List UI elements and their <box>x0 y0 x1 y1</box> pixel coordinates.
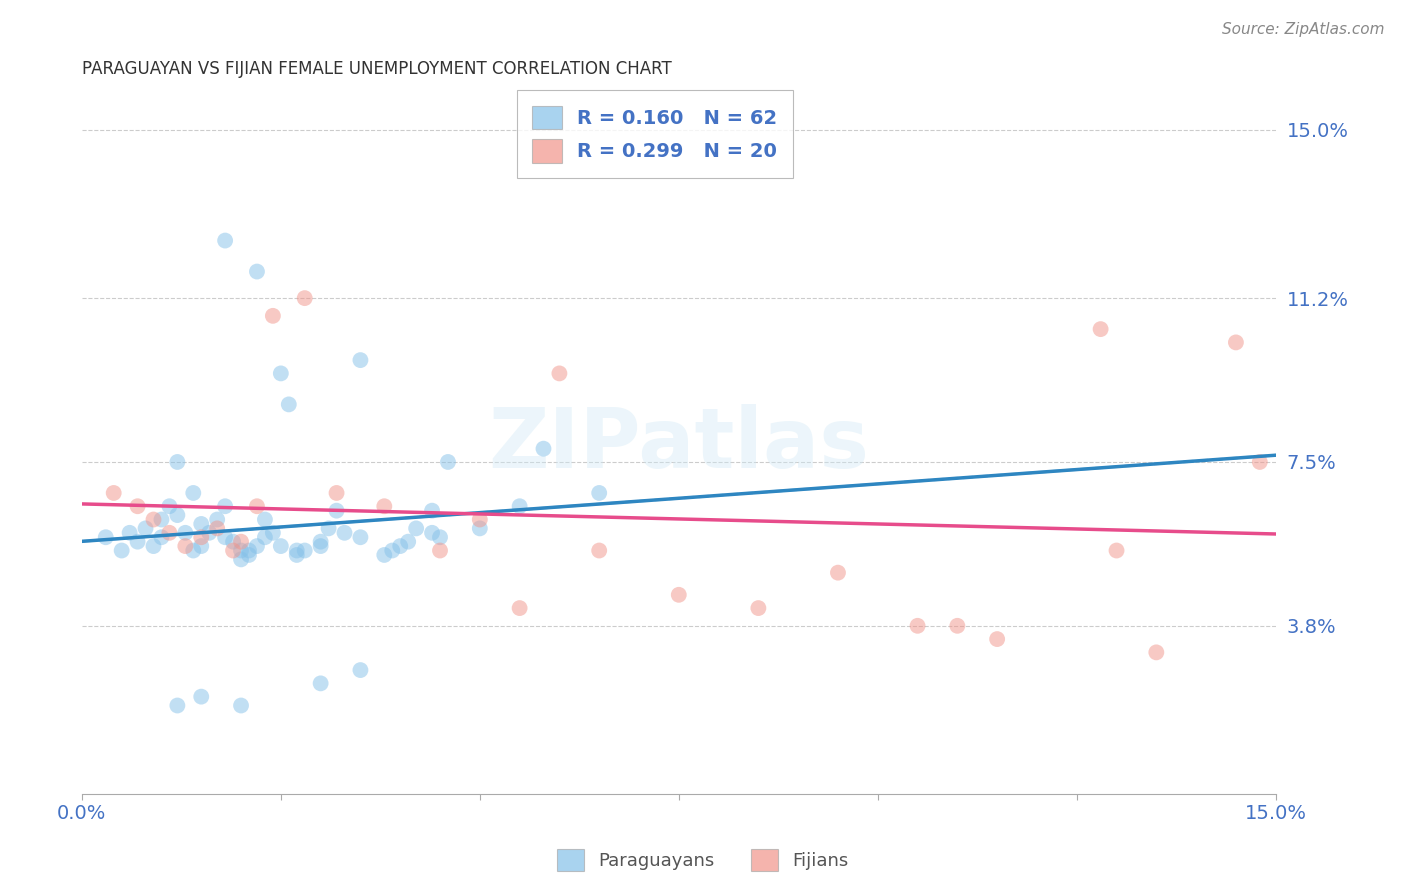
Point <box>1225 335 1247 350</box>
Point <box>389 539 412 553</box>
Point <box>349 663 371 677</box>
Point <box>253 530 276 544</box>
Point <box>246 539 269 553</box>
Point <box>190 690 212 704</box>
Point <box>420 525 443 540</box>
Point <box>135 521 157 535</box>
Point <box>166 508 188 522</box>
Point <box>294 543 316 558</box>
Point <box>246 500 269 514</box>
Point <box>229 534 252 549</box>
Point <box>174 539 197 553</box>
Point <box>285 543 308 558</box>
Point <box>157 525 180 540</box>
Point <box>246 264 269 278</box>
Point <box>1144 645 1167 659</box>
Point <box>142 539 165 553</box>
Point <box>174 525 197 540</box>
Point <box>111 543 134 558</box>
Point <box>318 521 340 535</box>
Point <box>214 500 236 514</box>
Point <box>373 548 395 562</box>
Point <box>1105 543 1128 558</box>
Point <box>827 566 849 580</box>
Point <box>238 548 260 562</box>
Point <box>907 619 929 633</box>
Point <box>509 601 531 615</box>
Point <box>333 525 356 540</box>
Point <box>1249 455 1271 469</box>
Point <box>229 543 252 558</box>
Point <box>349 353 371 368</box>
Point <box>214 530 236 544</box>
Point <box>277 397 299 411</box>
Point <box>405 521 427 535</box>
Point <box>668 588 690 602</box>
Point <box>270 539 292 553</box>
Point <box>468 521 491 535</box>
Point <box>229 552 252 566</box>
Point <box>309 539 332 553</box>
Point <box>429 530 451 544</box>
Point <box>548 367 571 381</box>
Point <box>381 543 404 558</box>
Point <box>747 601 769 615</box>
Point <box>253 512 276 526</box>
Point <box>262 309 284 323</box>
Point <box>190 516 212 531</box>
Point <box>325 486 347 500</box>
Point <box>103 486 125 500</box>
Point <box>150 530 173 544</box>
Point <box>309 534 332 549</box>
Point <box>222 543 245 558</box>
Point <box>533 442 555 456</box>
Point <box>127 500 149 514</box>
Point <box>270 367 292 381</box>
Point <box>94 530 117 544</box>
Point <box>986 632 1008 646</box>
Point <box>229 698 252 713</box>
Point <box>142 512 165 526</box>
Point <box>420 503 443 517</box>
Point <box>946 619 969 633</box>
Point <box>205 521 228 535</box>
Point <box>166 698 188 713</box>
Text: Source: ZipAtlas.com: Source: ZipAtlas.com <box>1222 22 1385 37</box>
Point <box>373 500 395 514</box>
Point <box>166 455 188 469</box>
Point <box>118 525 141 540</box>
Point <box>150 512 173 526</box>
Point <box>157 500 180 514</box>
Point <box>396 534 419 549</box>
Point <box>468 512 491 526</box>
Point <box>238 543 260 558</box>
Point <box>437 455 460 469</box>
Point <box>205 512 228 526</box>
Point <box>588 486 610 500</box>
Legend: R = 0.160   N = 62, R = 0.299   N = 20: R = 0.160 N = 62, R = 0.299 N = 20 <box>517 90 793 178</box>
Point <box>509 500 531 514</box>
Point <box>349 530 371 544</box>
Point <box>309 676 332 690</box>
Point <box>198 525 221 540</box>
Legend: Paraguayans, Fijians: Paraguayans, Fijians <box>550 842 856 879</box>
Point <box>429 543 451 558</box>
Point <box>190 539 212 553</box>
Point <box>222 534 245 549</box>
Text: ZIPatlas: ZIPatlas <box>488 404 869 484</box>
Point <box>262 525 284 540</box>
Point <box>214 234 236 248</box>
Point <box>294 291 316 305</box>
Point <box>1090 322 1112 336</box>
Point <box>181 486 204 500</box>
Point <box>588 543 610 558</box>
Point <box>325 503 347 517</box>
Point <box>285 548 308 562</box>
Point <box>181 543 204 558</box>
Point <box>127 534 149 549</box>
Point <box>190 530 212 544</box>
Text: PARAGUAYAN VS FIJIAN FEMALE UNEMPLOYMENT CORRELATION CHART: PARAGUAYAN VS FIJIAN FEMALE UNEMPLOYMENT… <box>82 60 672 78</box>
